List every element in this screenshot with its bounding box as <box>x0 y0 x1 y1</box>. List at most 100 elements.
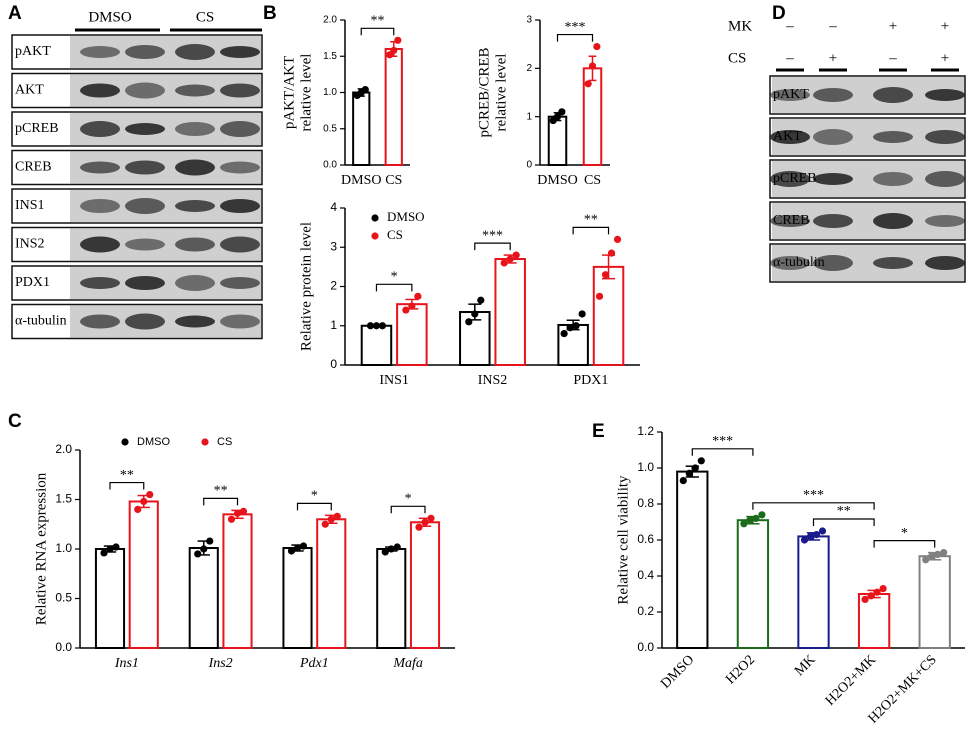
y-tick-label: 1.2 <box>637 424 654 438</box>
blot-band <box>220 161 260 174</box>
data-point <box>394 36 402 44</box>
blot-band <box>925 130 965 144</box>
data-point <box>800 536 809 544</box>
blot-band <box>80 121 120 137</box>
bar <box>128 500 159 650</box>
x-tick-label: DMSO <box>658 652 697 691</box>
y-axis-label: Relative cell viability <box>615 475 631 605</box>
blot-band <box>770 130 810 144</box>
condition-sign: – <box>888 50 897 66</box>
data-point <box>465 318 473 326</box>
blot-band <box>80 314 120 329</box>
blot-band <box>175 315 215 328</box>
bar <box>857 593 891 649</box>
data-point <box>934 550 942 559</box>
significance-label: * <box>901 526 908 541</box>
y-tick-label: 1.0 <box>323 87 337 98</box>
blot-band <box>175 159 215 176</box>
y-tick-label: 1.5 <box>323 51 337 62</box>
significance-bracket <box>812 518 875 526</box>
blot-band <box>80 277 120 289</box>
blot-band <box>813 173 853 185</box>
y-tick-label: 3 <box>526 15 532 26</box>
y-tick-label: 0.2 <box>637 604 654 618</box>
blot-band <box>925 89 965 101</box>
blot-band <box>813 88 853 102</box>
blot-band <box>220 46 260 58</box>
bar <box>360 324 393 366</box>
x-tick-label: INS1 <box>379 373 409 388</box>
data-point <box>553 113 562 121</box>
blot-row-label: INS2 <box>15 237 45 252</box>
data-point <box>679 477 687 485</box>
blot-band <box>80 236 120 253</box>
data-point <box>879 585 887 593</box>
data-point <box>806 532 815 541</box>
data-point <box>239 507 248 515</box>
significance-bracket <box>556 33 594 42</box>
data-point <box>414 292 422 300</box>
x-tick-label: H2O2 <box>723 652 758 687</box>
blot-row-label: pCREB <box>773 171 817 186</box>
data-point <box>140 497 148 506</box>
panel-label: C <box>8 411 22 432</box>
data-point <box>333 512 341 520</box>
blot-row-label: pAKT <box>773 87 809 102</box>
blot-band <box>175 275 215 291</box>
legend-marker <box>201 438 209 446</box>
data-point <box>381 548 389 556</box>
bar <box>797 535 830 650</box>
blot-band <box>125 313 165 330</box>
condition-label: MK <box>728 18 752 34</box>
data-point <box>415 523 423 531</box>
condition-label: CS <box>728 50 746 66</box>
y-tick-label: 0.8 <box>637 496 654 510</box>
condition-sign: + <box>889 18 897 34</box>
legend-label: CS <box>217 436 232 448</box>
data-point <box>402 306 410 314</box>
significance-bracket <box>474 242 511 251</box>
significance-bracket <box>691 448 754 456</box>
x-tick-label: Mafa <box>392 656 423 671</box>
significance-label: * <box>391 270 398 285</box>
x-tick-label: Ins2 <box>208 656 233 671</box>
data-point <box>194 550 202 558</box>
significance-bracket <box>752 502 875 510</box>
bar <box>676 470 709 649</box>
data-point <box>691 464 699 472</box>
blot-band <box>175 237 215 252</box>
condition-sign: – <box>785 50 794 66</box>
data-point <box>200 545 208 553</box>
blot-band <box>770 171 810 187</box>
legend-label: DMSO <box>387 209 425 224</box>
blot-band <box>770 215 810 227</box>
blot-band <box>770 256 810 270</box>
significance-bracket <box>296 502 332 511</box>
bar <box>459 311 491 367</box>
panel-label: D <box>772 3 786 24</box>
blot-band <box>125 238 165 251</box>
y-tick-label: 0.5 <box>323 123 337 134</box>
significance-label: *** <box>803 488 824 503</box>
data-point <box>560 330 568 338</box>
blot-band <box>925 256 965 270</box>
y-tick-label: 0.6 <box>637 532 654 546</box>
data-point <box>299 542 308 550</box>
bar <box>409 521 441 650</box>
blot-band <box>80 46 120 58</box>
bar <box>188 547 219 650</box>
data-point <box>613 235 622 243</box>
condition-sign: + <box>941 18 949 34</box>
legend-marker <box>371 232 379 240</box>
blot-band <box>220 121 260 137</box>
data-point <box>321 520 329 528</box>
legend-marker <box>121 438 129 446</box>
bar <box>494 258 526 366</box>
data-point <box>378 322 387 330</box>
blot-row-label: pAKT <box>15 44 51 59</box>
y-tick-label: 1 <box>330 318 337 332</box>
data-point <box>873 588 881 596</box>
data-point <box>685 469 693 477</box>
data-point <box>206 537 214 545</box>
blot-band <box>873 172 913 186</box>
